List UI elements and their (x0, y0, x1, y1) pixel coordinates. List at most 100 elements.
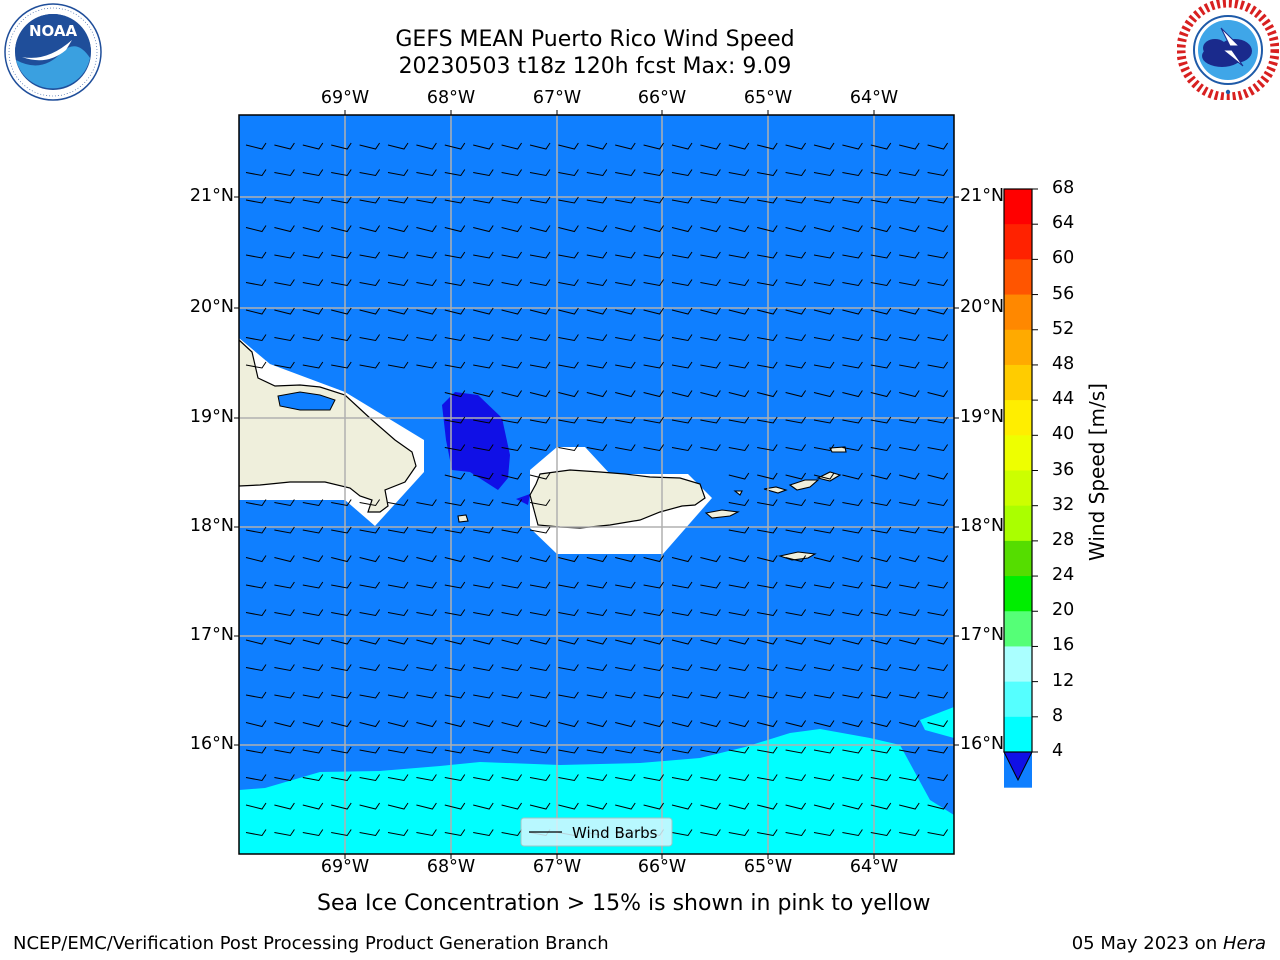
wind-barb (728, 664, 750, 672)
virgin-islands-2 (788, 479, 820, 491)
wind-barb (728, 390, 750, 398)
wind-barb (615, 746, 636, 754)
wind-barb (586, 444, 608, 452)
wind-barb (813, 581, 835, 589)
wind-barb (529, 555, 551, 563)
wind-barb (501, 581, 523, 589)
colorbar-tick-label: 52 (1052, 318, 1075, 339)
wind-barb (416, 746, 437, 754)
legend-label: Wind Barbs (572, 824, 658, 842)
wind-barb (785, 609, 807, 617)
wind-barb (387, 802, 409, 810)
wind-barb (302, 225, 324, 233)
wind-barb (870, 581, 892, 589)
wind-barb (870, 774, 892, 782)
colorbar-tick-label: 16 (1052, 635, 1075, 656)
wind-barb (529, 390, 551, 398)
wind-barb (615, 196, 636, 204)
wind-barb (359, 279, 381, 287)
wind-barb (302, 746, 324, 754)
wind-barb (870, 499, 892, 507)
wind-barb (927, 691, 949, 699)
wind-barb (245, 664, 267, 672)
wind-barb (757, 691, 778, 699)
wind-barb (416, 555, 437, 563)
wind-barb (586, 691, 608, 699)
wind-barb (615, 169, 636, 177)
colorbar-tick-label: 12 (1052, 670, 1075, 691)
wind-barb (416, 251, 437, 259)
wind-barb (444, 225, 466, 233)
wind-barb (444, 169, 466, 177)
wind-barb (444, 499, 466, 507)
wind-barb (785, 279, 807, 287)
wind-barb (331, 802, 352, 810)
wind-barb (245, 691, 267, 699)
chart-title: GEFS MEAN Puerto Rico Wind Speed (395, 27, 795, 52)
axis-tick-label: 21°N (189, 186, 234, 206)
axis-tick-label: 17°N (189, 625, 234, 645)
wind-barb (899, 802, 920, 810)
wind-barb (245, 746, 267, 754)
wind-band-8-12-east (920, 707, 954, 738)
wind-barb (615, 444, 636, 452)
wind-barb (416, 637, 437, 645)
virgin-islands-1 (763, 486, 788, 494)
wind-barb (785, 444, 807, 452)
wind-barb (501, 555, 523, 563)
wind-barb (331, 142, 352, 150)
wind-barb (615, 142, 636, 150)
footer-date: 05 May 2023 on Hera (1072, 933, 1266, 954)
wind-barb (586, 196, 608, 204)
wind-barb (870, 526, 892, 534)
wind-barb (444, 390, 466, 398)
wind-barb (700, 609, 721, 617)
wind-barb (927, 609, 949, 617)
wind-barb (558, 664, 579, 672)
wind-band-below-4-small (516, 494, 530, 505)
wind-barb (331, 581, 352, 589)
wind-barb (558, 390, 579, 398)
wind-barb (671, 637, 693, 645)
wind-barb (842, 361, 863, 369)
wind-barb (671, 307, 693, 315)
colorbar-segment (1004, 329, 1032, 366)
wind-barb (387, 664, 409, 672)
wind-barb (643, 664, 665, 672)
wind-barb (813, 774, 835, 782)
wind-barb (615, 307, 636, 315)
wind-barb (899, 142, 920, 150)
wind-barb (473, 361, 494, 369)
wind-barb (387, 526, 409, 534)
wind-barb (671, 251, 693, 259)
wind-barb (444, 555, 466, 563)
wind-barb (473, 251, 494, 259)
wind-barb (671, 169, 693, 177)
wind-barb (927, 499, 949, 507)
wind-barb (615, 390, 636, 398)
wind-barb (416, 499, 437, 507)
wind-barb (870, 555, 892, 563)
wind-barb (501, 774, 523, 782)
wind-barb (700, 225, 721, 233)
wind-barb (785, 664, 807, 672)
wind-barb (813, 664, 835, 672)
wind-barb (586, 802, 608, 810)
wind-barb (302, 279, 324, 287)
axis-tick-label: 18°N (189, 516, 234, 536)
wind-barb (558, 637, 579, 645)
wind-barb (870, 802, 892, 810)
wind-barb (643, 361, 665, 369)
wind-barb (700, 664, 721, 672)
wind-barb (586, 307, 608, 315)
wind-barb (899, 444, 920, 452)
wind-barb (274, 555, 295, 563)
wind-barb (899, 251, 920, 259)
wind-barb (927, 196, 949, 204)
wind-barb (643, 307, 665, 315)
wind-barb (245, 169, 267, 177)
wind-barb (387, 499, 409, 507)
wind-barb (444, 829, 466, 837)
wind-barb (444, 664, 466, 672)
wind-barb (671, 829, 693, 837)
